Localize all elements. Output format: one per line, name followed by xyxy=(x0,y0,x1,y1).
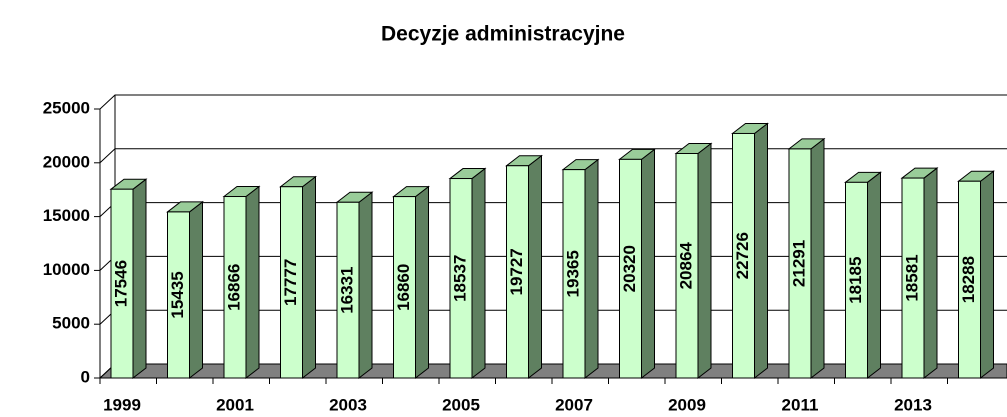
bar xyxy=(392,185,430,380)
bar-front xyxy=(732,132,755,379)
y-tick-label: 15000 xyxy=(43,206,90,225)
bar-front xyxy=(788,148,812,379)
data-label: 18288 xyxy=(959,256,978,303)
y-tick-label: 25000 xyxy=(43,98,90,117)
data-label: 17546 xyxy=(111,260,130,307)
bar xyxy=(222,185,261,380)
bar-front xyxy=(223,196,247,379)
bar-side xyxy=(980,170,994,380)
bar xyxy=(900,167,939,380)
x-tick-label: 2001 xyxy=(216,395,254,414)
data-label: 18581 xyxy=(902,254,921,301)
data-label: 18537 xyxy=(450,255,469,302)
grid-line xyxy=(99,148,1007,164)
bar-front xyxy=(506,165,529,379)
data-label: 22726 xyxy=(733,232,752,279)
bar-front xyxy=(167,211,190,379)
bar-front xyxy=(901,177,925,379)
bar-side xyxy=(415,185,429,380)
bar-side xyxy=(471,167,486,380)
bar-side xyxy=(189,200,203,380)
bar-front xyxy=(675,153,699,379)
bar-front xyxy=(845,181,868,379)
bar-front xyxy=(393,196,416,379)
bar-front xyxy=(619,158,642,379)
bar-front xyxy=(958,180,981,379)
x-tick-label: 2005 xyxy=(442,395,480,414)
bar-side xyxy=(754,122,768,380)
bar-side xyxy=(584,158,599,380)
x-tick-label: 2007 xyxy=(555,395,593,414)
bar xyxy=(787,137,826,380)
bar-front xyxy=(280,186,303,379)
bar-side xyxy=(867,171,881,380)
bar-front xyxy=(449,178,473,379)
y-tick-label: 20000 xyxy=(43,152,90,171)
x-tick-label: 2011 xyxy=(782,395,819,414)
data-label: 16866 xyxy=(224,264,243,311)
bar-side xyxy=(302,175,316,380)
x-tick-label: 1999 xyxy=(103,395,141,414)
grid-line xyxy=(99,94,1007,110)
x-tick-label: 2009 xyxy=(668,395,706,414)
bar-front xyxy=(336,201,360,379)
y-tick-label: 5000 xyxy=(52,314,90,333)
data-label: 19365 xyxy=(563,250,582,297)
data-label: 21291 xyxy=(789,240,808,287)
bar xyxy=(844,171,882,380)
y-tick-label: 10000 xyxy=(43,260,90,279)
bar-front xyxy=(562,169,586,379)
data-label: 16331 xyxy=(337,266,356,313)
bar xyxy=(448,167,487,380)
bar xyxy=(279,175,317,380)
y-tick-label: 0 xyxy=(81,367,90,386)
bar xyxy=(731,122,769,380)
bar-side xyxy=(697,142,712,380)
bar-side xyxy=(923,167,938,380)
bar-side xyxy=(528,154,542,380)
bar-side xyxy=(641,148,655,380)
bar xyxy=(561,158,600,380)
data-label: 18185 xyxy=(846,257,865,304)
data-label: 20864 xyxy=(676,242,695,290)
data-label: 16860 xyxy=(394,264,413,311)
bar xyxy=(109,178,148,380)
data-label: 20320 xyxy=(620,245,639,292)
bar-side xyxy=(245,185,260,380)
x-tick-label: 2003 xyxy=(329,395,367,414)
bar xyxy=(957,170,995,380)
x-tick-label: 2013 xyxy=(894,395,932,414)
bar-side xyxy=(810,137,825,380)
data-label: 15435 xyxy=(168,271,187,318)
data-label: 19727 xyxy=(507,248,526,295)
chart-title: Decyzje administracyjne xyxy=(381,23,625,46)
data-label: 17777 xyxy=(281,259,300,306)
bar-front xyxy=(110,188,134,379)
bar xyxy=(674,142,713,380)
bar-side xyxy=(132,178,147,380)
bar-side xyxy=(358,191,373,380)
bar xyxy=(505,154,543,380)
bar xyxy=(335,191,374,380)
bar xyxy=(166,200,204,380)
bar xyxy=(618,148,656,380)
